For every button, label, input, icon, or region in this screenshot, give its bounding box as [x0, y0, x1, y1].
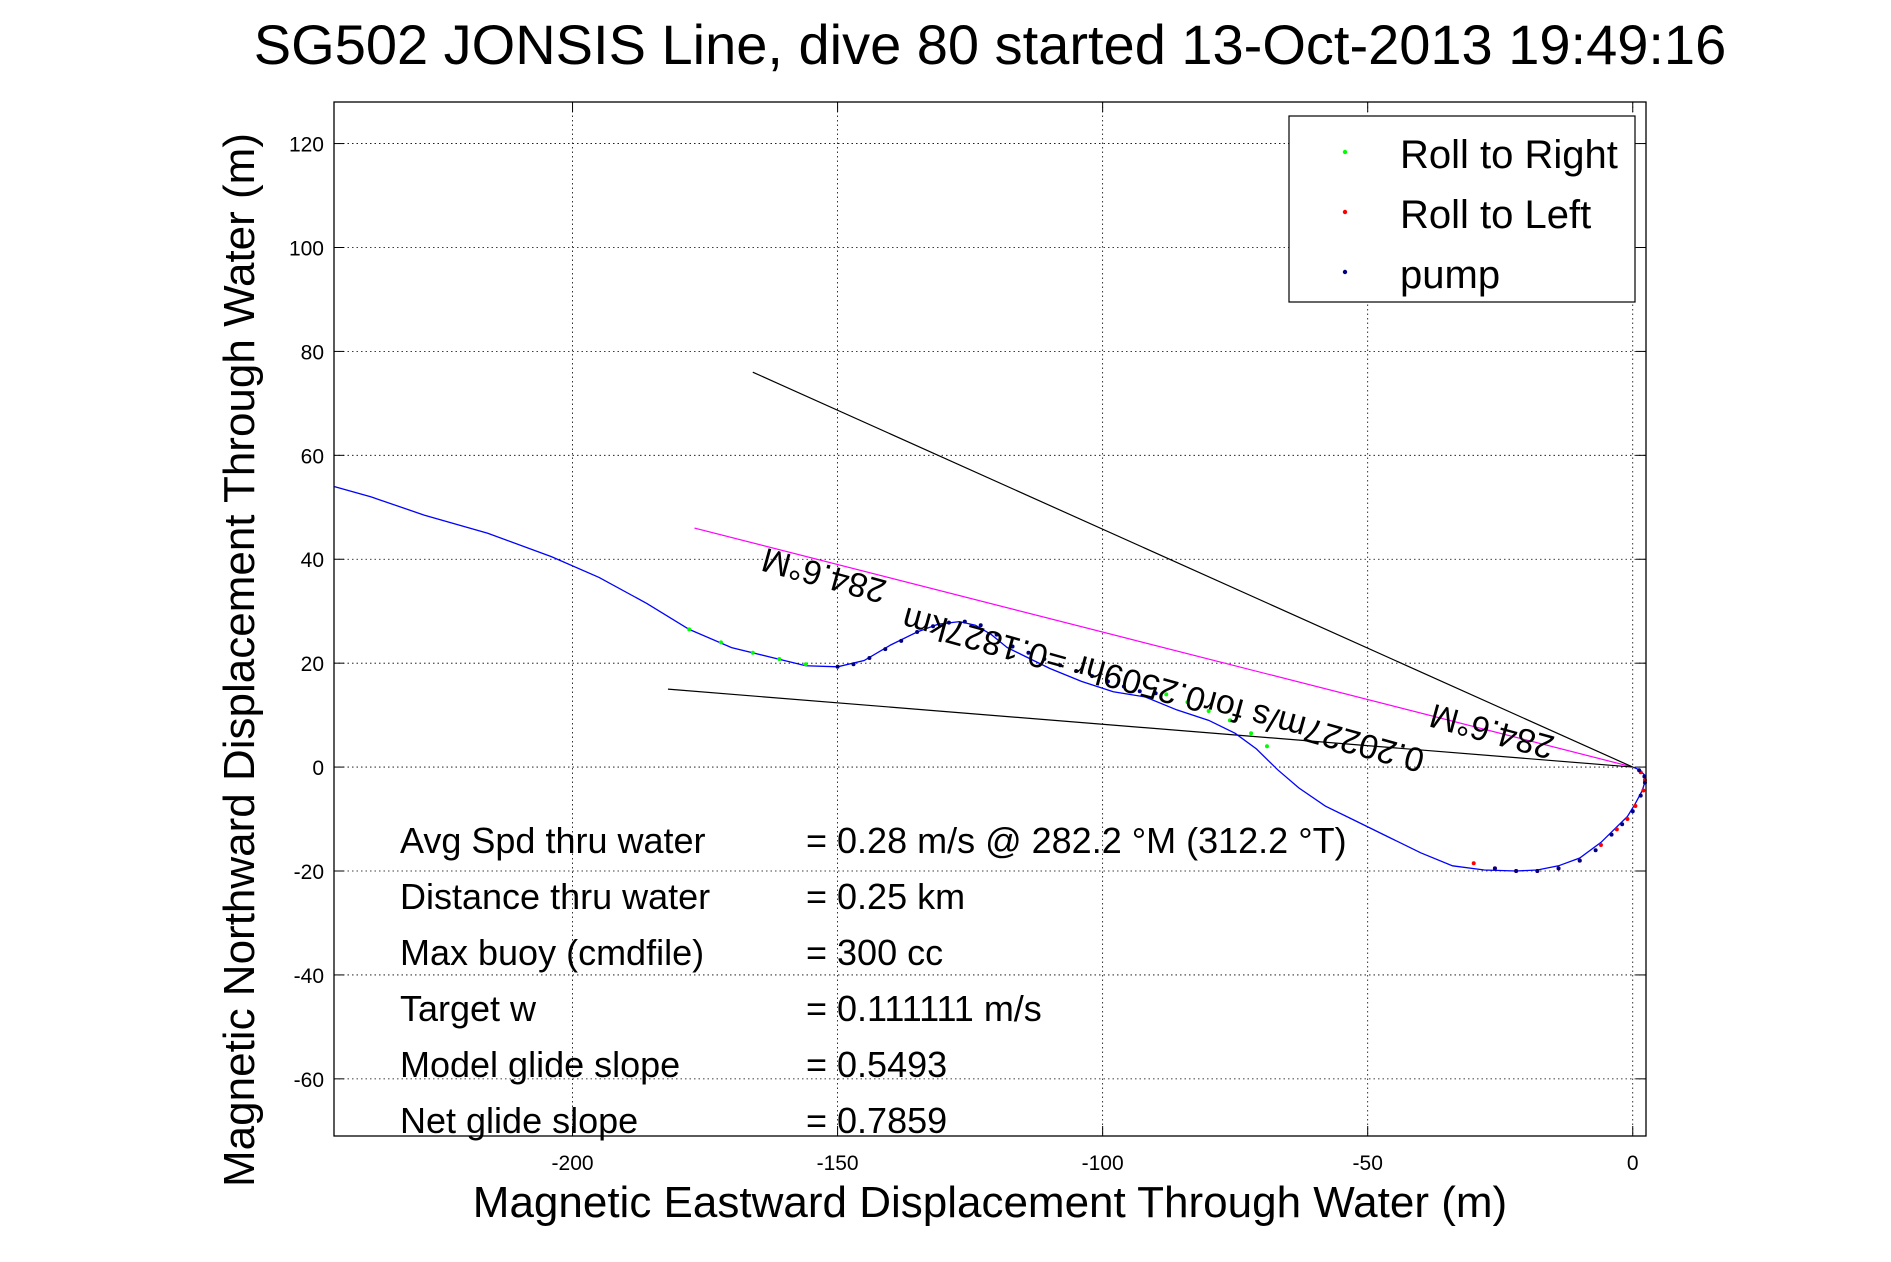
data-point	[1609, 832, 1614, 837]
stat-value: = 0.7859	[806, 1100, 947, 1141]
y-axis-label: Magnetic Northward Displacement Through …	[215, 133, 264, 1187]
data-point	[978, 623, 983, 628]
data-point	[1185, 700, 1190, 705]
data-point	[1630, 809, 1635, 814]
series-roll-to-right	[687, 627, 1269, 749]
legend-label: Roll to Left	[1400, 193, 1591, 237]
stat-value: = 0.25 km	[806, 876, 965, 917]
reference-line	[694, 527, 1633, 768]
data-point	[962, 619, 967, 624]
data-series	[333, 485, 1647, 874]
stats-block: Avg Spd thru water = 0.28 m/s @ 282.2 °M …	[400, 820, 1347, 1141]
data-point	[994, 632, 999, 637]
data-point	[1264, 744, 1269, 749]
x-tick-label: -100	[1082, 1152, 1124, 1175]
stat-label: Model glide slope	[400, 1044, 680, 1085]
data-point	[1164, 692, 1169, 697]
data-point	[1593, 848, 1598, 853]
data-point	[1598, 843, 1603, 848]
data-point	[1137, 689, 1142, 694]
chart-title: SG502 JONSIS Line, dive 80 started 13-Oc…	[254, 13, 1726, 76]
stat-label: Target w	[400, 988, 537, 1029]
stat-label: Distance thru water	[400, 876, 710, 917]
x-tick-label: -50	[1353, 1152, 1383, 1175]
data-point	[750, 650, 755, 655]
data-point	[1042, 657, 1047, 662]
data-point	[1010, 644, 1015, 649]
data-point	[915, 629, 920, 634]
data-point	[1625, 817, 1630, 822]
data-point	[1153, 691, 1158, 696]
legend-marker	[1342, 209, 1348, 215]
data-point	[1227, 718, 1232, 723]
y-tick-label: -40	[294, 965, 324, 988]
data-point	[1026, 650, 1031, 655]
y-tick-label: 20	[301, 653, 324, 676]
data-point	[867, 655, 872, 660]
data-point	[1206, 708, 1211, 713]
reference-lines	[667, 371, 1633, 768]
y-tick-label: -20	[294, 861, 324, 884]
legend-marker	[1342, 149, 1348, 155]
data-point	[851, 662, 856, 667]
y-tick-label: 120	[289, 134, 324, 157]
stat-value: = 0.111111 m/s	[806, 988, 1042, 1029]
x-tick-label: -200	[552, 1152, 594, 1175]
data-point	[1633, 804, 1638, 809]
x-tick-label: 0	[1627, 1152, 1639, 1175]
data-point	[1620, 822, 1625, 827]
data-point	[1074, 668, 1079, 673]
data-point	[1249, 731, 1254, 736]
data-point	[946, 620, 951, 625]
data-point	[718, 640, 723, 645]
data-point	[1535, 869, 1540, 874]
data-point	[835, 664, 840, 669]
reference-line	[752, 371, 1633, 768]
data-point	[1058, 663, 1063, 668]
x-tick-label: -150	[817, 1152, 859, 1175]
data-point	[1638, 793, 1643, 798]
stat-value: = 0.5493	[806, 1044, 947, 1085]
data-point	[1577, 858, 1582, 863]
axes-frame	[333, 101, 1647, 1137]
data-point	[883, 647, 888, 652]
data-point	[1105, 679, 1110, 684]
legend-label: Roll to Right	[1400, 133, 1618, 177]
y-tick-label: 80	[301, 341, 324, 364]
legend: Roll to Right Roll to Left pump	[1288, 115, 1636, 303]
data-point	[1556, 866, 1561, 871]
stat-value: = 0.28 m/s @ 282.2 °M (312.2 °T)	[806, 820, 1347, 861]
y-tick-label: 40	[301, 549, 324, 572]
data-point	[777, 657, 782, 662]
legend-marker	[1342, 269, 1348, 275]
data-point	[1121, 684, 1126, 689]
data-point	[1637, 768, 1642, 773]
data-point	[1471, 861, 1476, 866]
series-pump	[835, 619, 1647, 874]
stat-label: Avg Spd thru water	[400, 820, 706, 861]
x-axis-label: Magnetic Eastward Displacement Through W…	[473, 1178, 1507, 1227]
stat-label: Max buoy (cmdfile)	[400, 932, 704, 973]
stat-value: = 300 cc	[806, 932, 943, 973]
data-point	[1514, 869, 1519, 874]
data-point	[687, 627, 692, 632]
data-point	[1090, 674, 1095, 679]
data-point	[1492, 866, 1497, 871]
data-point	[899, 638, 904, 643]
data-point	[1641, 788, 1646, 793]
data-point	[803, 662, 808, 667]
data-point	[931, 624, 936, 629]
legend-label: pump	[1400, 253, 1500, 297]
stat-label: Net glide slope	[400, 1100, 638, 1141]
y-tick-label: 0	[312, 757, 324, 780]
data-point	[1614, 827, 1619, 832]
track-line	[333, 485, 1647, 872]
y-tick-label: 60	[301, 445, 324, 468]
y-tick-label: 100	[289, 237, 324, 260]
reference-line	[667, 688, 1633, 768]
y-tick-label: -60	[294, 1069, 324, 1092]
